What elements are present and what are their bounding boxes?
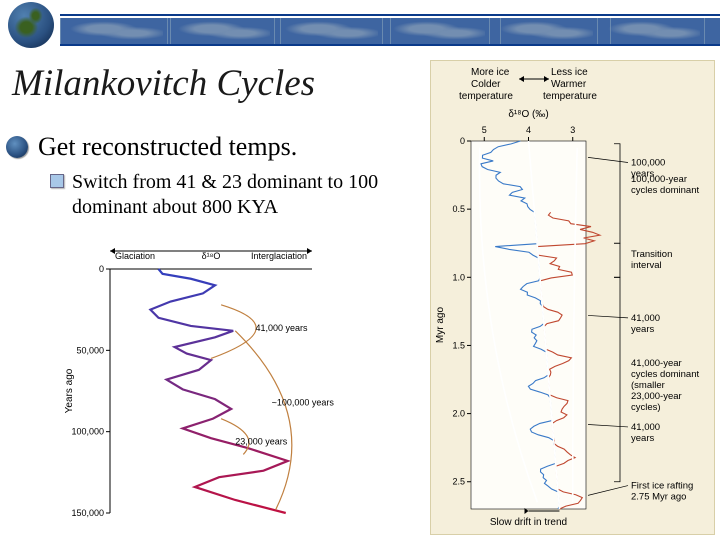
bullet-area: Get reconstructed temps. Switch from 41 … <box>6 132 406 220</box>
svg-text:cycles dominant: cycles dominant <box>631 369 699 380</box>
svg-text:23,000 years: 23,000 years <box>235 437 288 447</box>
svg-text:2.75 Myr ago: 2.75 Myr ago <box>631 492 686 503</box>
svg-text:More ice: More ice <box>471 67 510 78</box>
header <box>0 0 720 52</box>
svg-text:temperature: temperature <box>459 91 513 102</box>
svg-text:Years ago: Years ago <box>64 368 75 413</box>
svg-text:cycles dominant: cycles dominant <box>631 185 699 196</box>
svg-text:1.5: 1.5 <box>452 340 465 350</box>
svg-text:4: 4 <box>526 125 531 135</box>
svg-text:3: 3 <box>570 125 575 135</box>
svg-text:0: 0 <box>460 136 465 146</box>
svg-text:Interglaciation: Interglaciation <box>251 251 307 261</box>
svg-text:First ice rafting: First ice rafting <box>631 481 693 492</box>
svg-text:50,000: 50,000 <box>76 345 104 355</box>
svg-text:0: 0 <box>99 264 104 274</box>
page-title: Milankovitch Cycles <box>12 62 315 105</box>
svg-text:41,000 years: 41,000 years <box>255 323 308 333</box>
bullet-main-text: Get reconstructed temps. <box>38 132 297 162</box>
svg-text:2.5: 2.5 <box>452 477 465 487</box>
bullet-square-icon <box>50 174 64 188</box>
svg-text:cycles): cycles) <box>631 402 661 413</box>
bullet-main: Get reconstructed temps. <box>6 132 406 162</box>
bullet-sub: Switch from 41 & 23 dominant to 100 domi… <box>50 170 406 220</box>
svg-text:2.0: 2.0 <box>452 409 465 419</box>
bullet-globe-icon <box>6 136 28 158</box>
svg-text:0.5: 0.5 <box>452 204 465 214</box>
header-map-strip <box>60 18 720 46</box>
svg-text:Warmer: Warmer <box>551 79 587 90</box>
bullet-sub-text: Switch from 41 & 23 dominant to 100 domi… <box>72 170 406 220</box>
svg-text:δ¹⁸O: δ¹⁸O <box>202 251 221 261</box>
svg-text:23,000-year: 23,000-year <box>631 391 682 402</box>
svg-text:150,000: 150,000 <box>71 508 104 518</box>
left-figure: 0 50,000 100,000 150,000 Years ago Glaciation… <box>62 245 372 525</box>
svg-text:41,000: 41,000 <box>631 313 660 324</box>
header-thinline <box>60 14 720 16</box>
svg-text:interval: interval <box>631 260 662 271</box>
svg-text:5: 5 <box>482 125 487 135</box>
svg-text:41,000-year: 41,000-year <box>631 358 682 369</box>
svg-text:100,000-year: 100,000-year <box>631 174 687 185</box>
right-figure: More iceColdertemperatureLess iceWarmert… <box>430 60 715 535</box>
svg-text:(smaller: (smaller <box>631 380 665 391</box>
svg-text:~100,000 years: ~100,000 years <box>272 398 335 408</box>
svg-text:Glaciation: Glaciation <box>115 251 155 261</box>
svg-text:Slow drift in trend: Slow drift in trend <box>490 517 567 528</box>
svg-text:Transition: Transition <box>631 249 672 260</box>
svg-text:Myr ago: Myr ago <box>435 307 446 344</box>
svg-text:temperature: temperature <box>543 91 597 102</box>
svg-text:Less ice: Less ice <box>551 67 588 78</box>
svg-text:41,000: 41,000 <box>631 422 660 433</box>
svg-text:years: years <box>631 433 654 444</box>
globe-icon <box>8 2 54 48</box>
svg-text:100,000: 100,000 <box>631 158 665 169</box>
svg-text:Colder: Colder <box>471 79 501 90</box>
svg-text:1.0: 1.0 <box>452 272 465 282</box>
svg-text:years: years <box>631 324 654 335</box>
svg-text:δ¹⁸O (‰): δ¹⁸O (‰) <box>508 109 548 120</box>
svg-text:100,000: 100,000 <box>71 427 104 437</box>
